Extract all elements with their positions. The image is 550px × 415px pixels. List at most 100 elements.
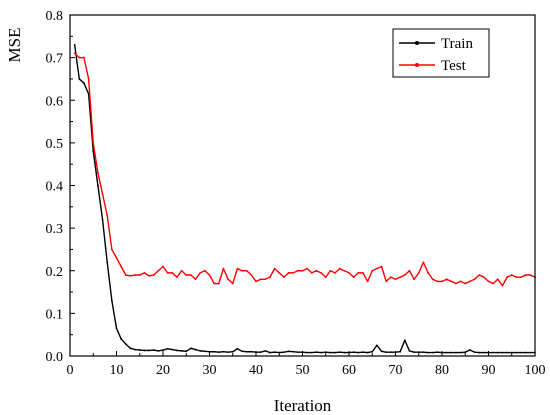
data-point-test xyxy=(213,282,216,285)
data-point-train xyxy=(436,351,439,354)
data-point-train xyxy=(222,350,225,353)
data-point-test xyxy=(520,276,522,279)
data-point-train xyxy=(269,351,271,354)
data-point-train xyxy=(320,351,322,354)
data-point-test xyxy=(78,56,81,59)
data-point-train xyxy=(245,350,248,353)
data-point-train xyxy=(366,351,369,354)
data-point-test xyxy=(441,280,443,283)
series-line-train xyxy=(73,44,535,354)
y-tick-label: 0.4 xyxy=(46,180,64,195)
data-point-train xyxy=(176,349,178,352)
data-point-train xyxy=(264,349,267,352)
data-point-train xyxy=(283,351,285,354)
data-point-train xyxy=(236,347,239,350)
x-tick-label: 80 xyxy=(435,363,449,378)
data-point-test xyxy=(185,274,188,276)
data-point-test xyxy=(366,280,369,283)
x-tick-label: 40 xyxy=(249,363,263,378)
data-point-train xyxy=(310,351,313,354)
x-tick-label: 90 xyxy=(482,363,496,378)
data-point-test xyxy=(180,269,183,272)
data-point-test xyxy=(380,265,383,268)
y-tick-label: 0.3 xyxy=(46,222,64,237)
data-point-train xyxy=(399,350,402,353)
data-point-test xyxy=(329,269,332,272)
data-point-test xyxy=(436,280,439,283)
data-point-test xyxy=(138,274,141,276)
data-point-train xyxy=(203,350,206,353)
data-point-test xyxy=(487,280,490,283)
data-point-train xyxy=(194,348,197,351)
series-layer xyxy=(73,43,536,354)
data-point-train xyxy=(492,351,495,354)
data-point-test xyxy=(97,171,99,174)
data-point-test xyxy=(250,274,253,276)
legend-marker-train xyxy=(415,41,419,45)
data-point-train xyxy=(250,350,253,353)
data-point-train xyxy=(110,299,113,302)
data-point-train xyxy=(506,351,508,354)
data-point-test xyxy=(352,276,355,279)
data-point-test xyxy=(473,278,476,281)
data-point-test xyxy=(529,274,532,276)
series-line-test xyxy=(74,52,536,287)
data-point-test xyxy=(394,278,397,281)
data-point-test xyxy=(324,276,327,279)
legend-box xyxy=(392,28,490,78)
data-point-test xyxy=(171,271,174,274)
data-point-train xyxy=(357,351,360,354)
data-point-train xyxy=(292,350,295,353)
data-point-test xyxy=(217,282,220,285)
data-point-test xyxy=(203,269,206,272)
y-tick-label: 0.6 xyxy=(46,94,64,109)
data-point-test xyxy=(469,280,471,283)
data-point-train xyxy=(524,351,527,354)
data-point-train xyxy=(83,82,85,85)
data-point-train xyxy=(376,344,378,347)
data-point-test xyxy=(459,280,462,283)
data-point-test xyxy=(450,280,453,283)
data-point-test xyxy=(510,274,513,276)
data-point-test xyxy=(231,282,234,285)
data-point-test xyxy=(152,274,155,276)
data-point-test xyxy=(417,271,420,274)
data-point-test xyxy=(506,276,508,279)
x-tick-label: 100 xyxy=(525,363,546,378)
data-point-train xyxy=(241,350,243,353)
data-point-test xyxy=(87,78,90,80)
y-tick-label: 0.7 xyxy=(46,52,64,67)
data-point-test xyxy=(408,269,411,272)
data-point-test xyxy=(194,278,197,281)
data-point-test xyxy=(496,278,499,281)
data-point-test xyxy=(264,278,267,281)
data-point-train xyxy=(227,351,230,354)
data-point-train xyxy=(380,350,383,353)
data-point-train xyxy=(171,348,174,351)
y-axis-label: MSE xyxy=(5,28,24,63)
y-tick-label: 0.2 xyxy=(46,265,64,280)
data-point-train xyxy=(408,349,411,352)
data-point-train xyxy=(459,351,462,354)
data-point-train xyxy=(464,351,467,354)
data-point-train xyxy=(296,351,299,354)
data-point-train xyxy=(352,351,355,354)
data-point-train xyxy=(134,348,137,351)
data-point-train xyxy=(431,351,434,354)
data-point-train xyxy=(473,351,476,354)
legend: Train Test xyxy=(392,28,490,78)
data-point-test xyxy=(482,276,485,279)
data-point-test xyxy=(115,257,118,259)
x-axis-label: Iteration xyxy=(274,396,332,415)
data-point-train xyxy=(106,261,109,264)
data-point-train xyxy=(371,350,374,353)
data-point-train xyxy=(185,350,188,353)
data-point-train xyxy=(180,349,183,352)
data-point-test xyxy=(73,52,76,55)
data-point-train xyxy=(469,349,471,351)
data-point-test xyxy=(501,284,504,287)
y-tick-label: 0.0 xyxy=(46,350,64,365)
data-point-test xyxy=(403,274,406,276)
x-tick-label: 50 xyxy=(296,363,310,378)
data-point-test xyxy=(287,271,290,274)
